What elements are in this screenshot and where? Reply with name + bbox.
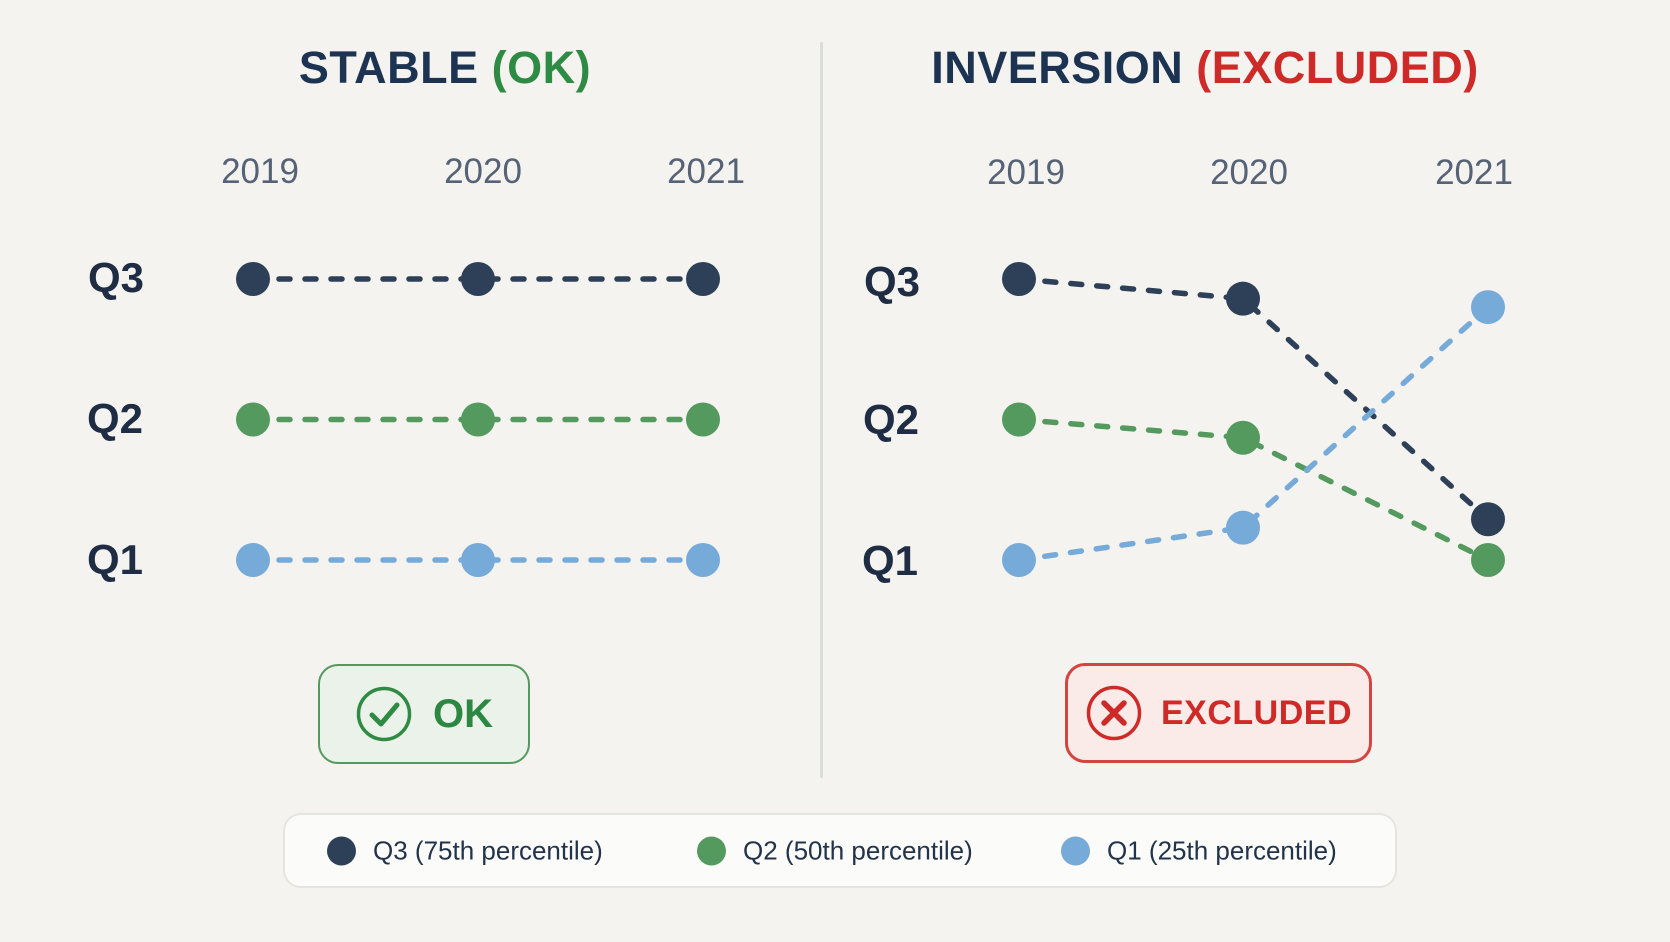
left-year-2021: 2021: [667, 152, 745, 191]
stable-q3-dot-2021: [686, 262, 720, 296]
stable-q1-dot-2019: [236, 543, 270, 577]
left-row-label-q3: Q3: [87, 254, 145, 301]
panel-divider: [820, 42, 823, 778]
legend-item-q2: Q2 (50th percentile): [697, 835, 973, 866]
stable-q1-dot-2021: [686, 543, 720, 577]
stable-q2-dot-2021: [686, 402, 720, 437]
inversion-series-line-q3: [1016, 276, 1491, 523]
right-row-label-q1: Q1: [861, 537, 919, 584]
legend-label-q1: Q1 (25th percentile): [1107, 835, 1337, 865]
excluded-status-badge: EXCLUDED: [1065, 663, 1372, 763]
inversion-q1-dot-2019: [1002, 543, 1036, 577]
inversion-q3-dot-2021: [1471, 502, 1505, 537]
right-panel-title: INVERSION (EXCLUDED): [931, 42, 1479, 94]
left-row-label-q1: Q1: [86, 536, 144, 583]
left-panel-title-main: STABLE: [298, 42, 479, 93]
chart-legend: Q3 (75th percentile) Q2 (50th percentile…: [283, 813, 1397, 888]
q2-dot-icon: [697, 836, 726, 865]
stable-q3-dot-2020: [461, 262, 495, 296]
stable-q2-dot-2020: [461, 402, 495, 437]
right-row-label-q2: Q2: [862, 396, 920, 443]
legend-label-q2: Q2 (50th percentile): [743, 835, 973, 865]
left-year-2020: 2020: [444, 152, 522, 191]
legend-item-q1: Q1 (25th percentile): [1061, 835, 1337, 866]
inversion-q3-dot-2019: [1002, 262, 1036, 296]
check-circle-icon: [356, 686, 412, 742]
ok-badge-label: OK: [433, 691, 493, 736]
excluded-badge-label: EXCLUDED: [1160, 693, 1353, 732]
stable-q2-dot-2019: [236, 402, 270, 437]
q1-dot-icon: [1061, 836, 1090, 865]
x-circle-icon: [1086, 685, 1142, 741]
inversion-series-line-q1: [1016, 304, 1491, 563]
inversion-q2-dot-2019: [1002, 402, 1036, 437]
inversion-q2-dot-2020: [1226, 420, 1260, 455]
right-row-label-q3: Q3: [863, 258, 921, 305]
right-panel-title-suffix: (EXCLUDED): [1196, 42, 1479, 93]
q3-dot-icon: [327, 836, 356, 865]
inversion-q3-dot-2020: [1226, 281, 1260, 316]
inversion-q1-dot-2020: [1226, 510, 1260, 545]
left-row-label-q2: Q2: [86, 395, 144, 442]
right-year-2019: 2019: [987, 153, 1065, 192]
left-year-2019: 2019: [221, 152, 299, 191]
legend-item-q3: Q3 (75th percentile): [327, 835, 603, 866]
inversion-q2-dot-2021: [1471, 543, 1505, 577]
stable-q3-dot-2019: [236, 262, 270, 296]
right-year-2021: 2021: [1435, 153, 1513, 192]
stable-q1-dot-2020: [461, 543, 495, 577]
left-panel-title-suffix: (OK): [491, 42, 592, 93]
legend-label-q3: Q3 (75th percentile): [373, 835, 603, 865]
right-panel-title-main: INVERSION: [931, 42, 1184, 93]
ok-status-badge: OK: [318, 664, 530, 764]
left-panel-title: STABLE (OK): [299, 42, 591, 94]
right-year-2020: 2020: [1210, 153, 1288, 192]
inversion-q1-dot-2021: [1471, 290, 1505, 325]
